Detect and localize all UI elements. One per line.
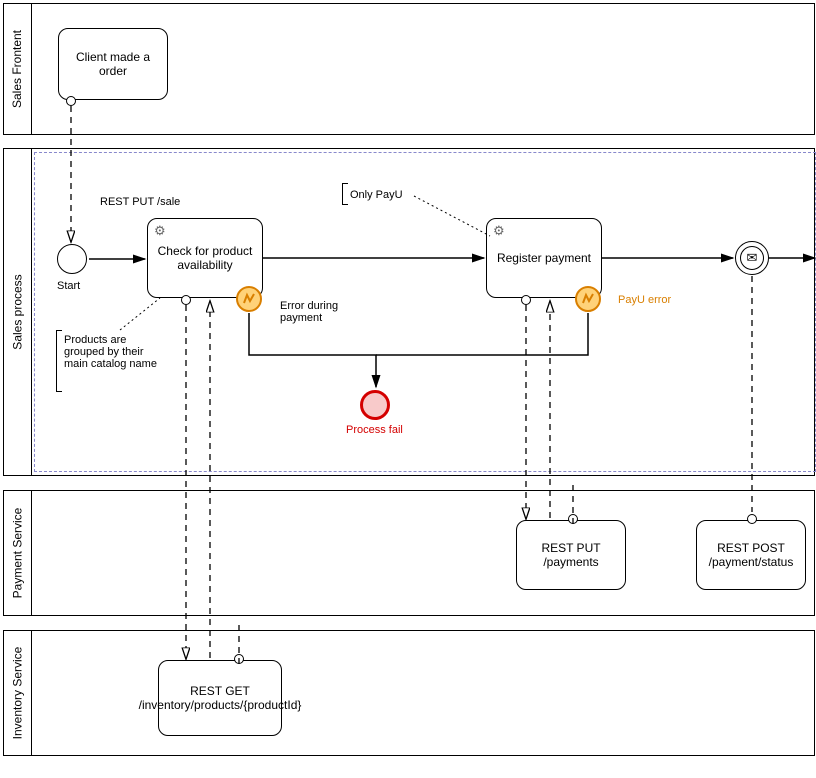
task-label: Client made a order bbox=[65, 50, 161, 79]
message-throw-event: ✉ bbox=[735, 241, 769, 275]
boundary-error-register bbox=[575, 286, 601, 312]
annotation-products-grouped: Products are grouped by their main catal… bbox=[64, 334, 164, 370]
gear-icon: ⚙ bbox=[493, 223, 505, 239]
lane-label-frontent: Sales Frontent bbox=[4, 4, 32, 134]
start-label: Start bbox=[57, 280, 80, 292]
bpmn-canvas: Sales Frontent Sales process Payment Ser… bbox=[0, 0, 816, 778]
msg-endpoint bbox=[234, 654, 244, 664]
task-label: REST POST /payment/status bbox=[703, 541, 799, 570]
task-label: Register payment bbox=[497, 251, 591, 265]
task-label: REST GET /inventory/products/{productId} bbox=[139, 684, 302, 713]
task-rest-get-inventory: REST GET /inventory/products/{productId} bbox=[158, 660, 282, 736]
lane-label-process: Sales process bbox=[4, 149, 32, 475]
boundary-error-register-label: PayU error bbox=[618, 294, 671, 306]
boundary-error-check bbox=[236, 286, 262, 312]
envelope-icon: ✉ bbox=[740, 246, 764, 270]
bracket-products-grouped bbox=[56, 330, 62, 392]
lane-label-inventory: Inventory Service bbox=[4, 631, 32, 755]
gear-icon: ⚙ bbox=[154, 223, 166, 239]
task-label: Check for product availability bbox=[154, 244, 256, 273]
boundary-error-check-label: Error during payment bbox=[280, 300, 360, 324]
msg-endpoint bbox=[521, 295, 531, 305]
task-label: REST PUT /payments bbox=[523, 541, 619, 570]
task-rest-put-payments: REST PUT /payments bbox=[516, 520, 626, 590]
end-label-process-fail: Process fail bbox=[346, 424, 403, 436]
task-client-order: Client made a order bbox=[58, 28, 168, 100]
msg-endpoint bbox=[181, 295, 191, 305]
msg-endpoint bbox=[66, 96, 76, 106]
end-event-process-fail bbox=[360, 390, 390, 420]
start-event bbox=[57, 244, 87, 274]
bracket-only-payu bbox=[342, 183, 348, 205]
lane-inventory: Inventory Service bbox=[3, 630, 815, 756]
lane-label-payment: Payment Service bbox=[4, 491, 32, 615]
msg-endpoint bbox=[568, 514, 578, 524]
annotation-only-payu: Only PayU bbox=[350, 189, 403, 201]
task-rest-post-payment-status: REST POST /payment/status bbox=[696, 520, 806, 590]
annotation-rest-put-sale: REST PUT /sale bbox=[100, 196, 180, 208]
msg-endpoint bbox=[747, 514, 757, 524]
lane-payment: Payment Service bbox=[3, 490, 815, 616]
